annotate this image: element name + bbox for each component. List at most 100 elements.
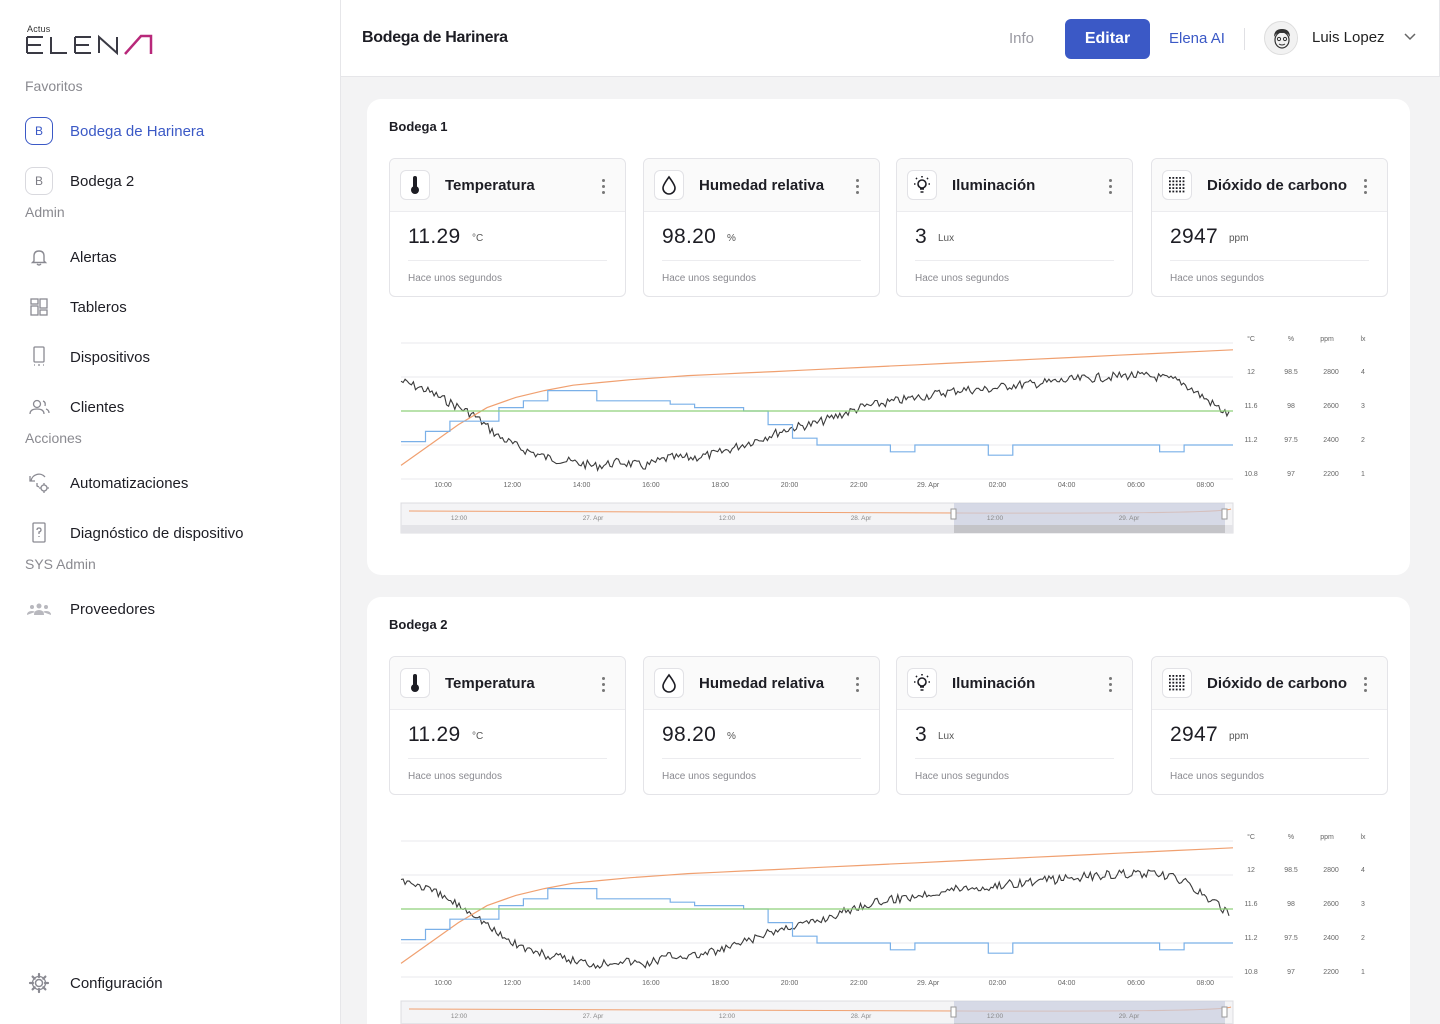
divider: [915, 260, 1114, 261]
metric-card-header: Dióxido de carbono: [1152, 159, 1387, 212]
app-logo[interactable]: Actus: [25, 24, 160, 58]
sidebar-item-label: Bodega 2: [70, 172, 135, 190]
metric-unit: %: [727, 233, 736, 244]
metric-name: Dióxido de carbono: [1207, 176, 1348, 194]
sensor-line-chart[interactable]: 10:00 12:00 14:00 16:00 18:00 20:00 22:00 29. A…: [399, 833, 1375, 1024]
sidebar-item-automatizaciones[interactable]: Automatizaciones: [25, 468, 325, 498]
axis-tick-label: 2600: [1323, 403, 1339, 410]
axis-unit-label: lx: [1360, 336, 1366, 343]
metric-card-dioxido-de-carbono: Dióxido de carbono 2947 ppm Hace unos se…: [1151, 656, 1388, 795]
divider: [662, 260, 861, 261]
x-tick-label: 18:00: [711, 482, 729, 489]
sidebar-item-proveedores[interactable]: Proveedores: [25, 594, 325, 624]
x-tick-label: 02:00: [989, 980, 1007, 987]
edit-button[interactable]: Editar: [1065, 19, 1150, 59]
x-tick-label: 10:00: [434, 980, 452, 987]
axis-tick-label: 98.5: [1284, 369, 1298, 376]
axis-tick-label: 2200: [1323, 471, 1339, 478]
sidebar-item-dispositivos[interactable]: Dispositivos: [25, 342, 325, 372]
x-tick-label: 14:00: [573, 980, 591, 987]
metric-value: 11.29: [408, 225, 461, 248]
axis-tick-label: 1: [1361, 471, 1365, 478]
x-tick-label: 12:00: [504, 482, 522, 489]
series-line-iluminacion: [401, 888, 1233, 954]
sidebar-item-label: Configuración: [70, 974, 163, 992]
axis-tick-label: 10.8: [1244, 471, 1258, 478]
axis-tick-label: 2: [1361, 935, 1365, 942]
divider: [662, 758, 861, 759]
navigator-scrollbar: [401, 525, 1233, 533]
axis-tick-label: 97.5: [1284, 437, 1298, 444]
metric-unit: ppm: [1229, 731, 1249, 742]
navigator-tick-label: 12:00: [987, 1013, 1004, 1020]
axis-unit-label: ppm: [1320, 834, 1334, 841]
axis-tick-label: 2800: [1323, 867, 1339, 874]
avatar[interactable]: [1264, 21, 1298, 55]
more-options-icon[interactable]: [593, 673, 613, 695]
x-tick-label: 14:00: [573, 482, 591, 489]
metric-name: Dióxido de carbono: [1207, 674, 1348, 692]
droplet-icon: [654, 668, 684, 698]
sidebar: Actus Favoritos B Bodega de Harinera B Bodeg…: [0, 0, 341, 1024]
axis-unit-label: %: [1288, 336, 1294, 343]
device-icon: [25, 343, 53, 371]
axis-tick-label: 4: [1361, 369, 1365, 376]
sidebar-item-bodega-2[interactable]: B Bodega 2: [25, 166, 325, 196]
sidebar-item-label: Proveedores: [70, 600, 156, 618]
more-options-icon[interactable]: [1100, 673, 1120, 695]
more-options-icon[interactable]: [847, 673, 867, 695]
navigator-tick-label: 28. Apr: [851, 1013, 872, 1020]
dashboard-icon: [25, 293, 53, 321]
metric-card-temperatura: Temperatura 11.29 °C Hace unos segundos: [389, 656, 626, 795]
metric-unit: °C: [472, 731, 484, 742]
sidebar-item-alertas[interactable]: Alertas: [25, 242, 325, 272]
more-options-icon[interactable]: [847, 175, 867, 197]
metric-name: Humedad relativa: [699, 674, 825, 692]
metric-card-header: Iluminación: [897, 159, 1132, 212]
more-options-icon[interactable]: [1100, 175, 1120, 197]
metric-value: 2947: [1170, 723, 1218, 746]
droplet-icon: [654, 170, 684, 200]
navigator-tick-label: 27. Apr: [583, 515, 604, 522]
more-options-icon[interactable]: [593, 175, 613, 197]
axis-tick-label: 97.5: [1284, 935, 1298, 942]
x-tick-label: 08:00: [1197, 980, 1215, 987]
info-link[interactable]: Info: [1009, 30, 1035, 47]
sidebar-section-label: Acciones: [25, 430, 82, 446]
navigator-scroll-thumb: [954, 525, 1225, 533]
metric-timestamp: Hace unos segundos: [1170, 771, 1264, 782]
axis-unit-label: lx: [1360, 834, 1366, 841]
axis-tick-label: 2: [1361, 437, 1365, 444]
x-tick-label: 29. Apr: [917, 980, 940, 987]
sidebar-item-clientes[interactable]: Clientes: [25, 392, 325, 422]
metric-card-header: Dióxido de carbono: [1152, 657, 1387, 710]
navigator-handle-left: [950, 1006, 957, 1018]
item-badge: B: [25, 167, 53, 195]
axis-unit-label: °C: [1247, 833, 1255, 841]
metric-timestamp: Hace unos segundos: [915, 273, 1009, 284]
axis-unit-label: °C: [1247, 335, 1255, 343]
more-options-icon[interactable]: [1355, 175, 1375, 197]
chevron-down-icon[interactable]: [1403, 30, 1417, 44]
elena-ai-link[interactable]: Elena AI: [1169, 30, 1225, 47]
divider: [1170, 758, 1369, 759]
bell-icon: [25, 243, 53, 271]
metric-card-temperatura: Temperatura 11.29 °C Hace unos segundos: [389, 158, 626, 297]
axis-tick-label: 98.5: [1284, 867, 1298, 874]
logo-small-text: Actus: [27, 24, 51, 34]
sensor-line-chart[interactable]: 10:00 12:00 14:00 16:00 18:00 20:00 22:00 29. A…: [399, 335, 1375, 545]
sidebar-section-label: SYS Admin: [25, 556, 96, 572]
series-line-temperatura: [400, 868, 1230, 970]
sidebar-item-tableros[interactable]: Tableros: [25, 292, 325, 322]
sidebar-item-label: Dispositivos: [70, 348, 151, 366]
user-name[interactable]: Luis Lopez: [1312, 29, 1385, 46]
x-tick-label: 18:00: [711, 980, 729, 987]
metric-name: Iluminación: [952, 176, 1036, 194]
sidebar-item-bodega-de-harinera[interactable]: B Bodega de Harinera: [25, 116, 325, 146]
sidebar-item-diagnostico-de-dispositivo[interactable]: Diagnóstico de dispositivo: [25, 518, 325, 548]
more-options-icon[interactable]: [1355, 673, 1375, 695]
metric-timestamp: Hace unos segundos: [915, 771, 1009, 782]
sidebar-item-label: Diagnóstico de dispositivo: [70, 524, 244, 542]
axis-tick-label: 12: [1247, 867, 1255, 874]
sidebar-item-configuracion[interactable]: Configuración: [25, 968, 325, 998]
